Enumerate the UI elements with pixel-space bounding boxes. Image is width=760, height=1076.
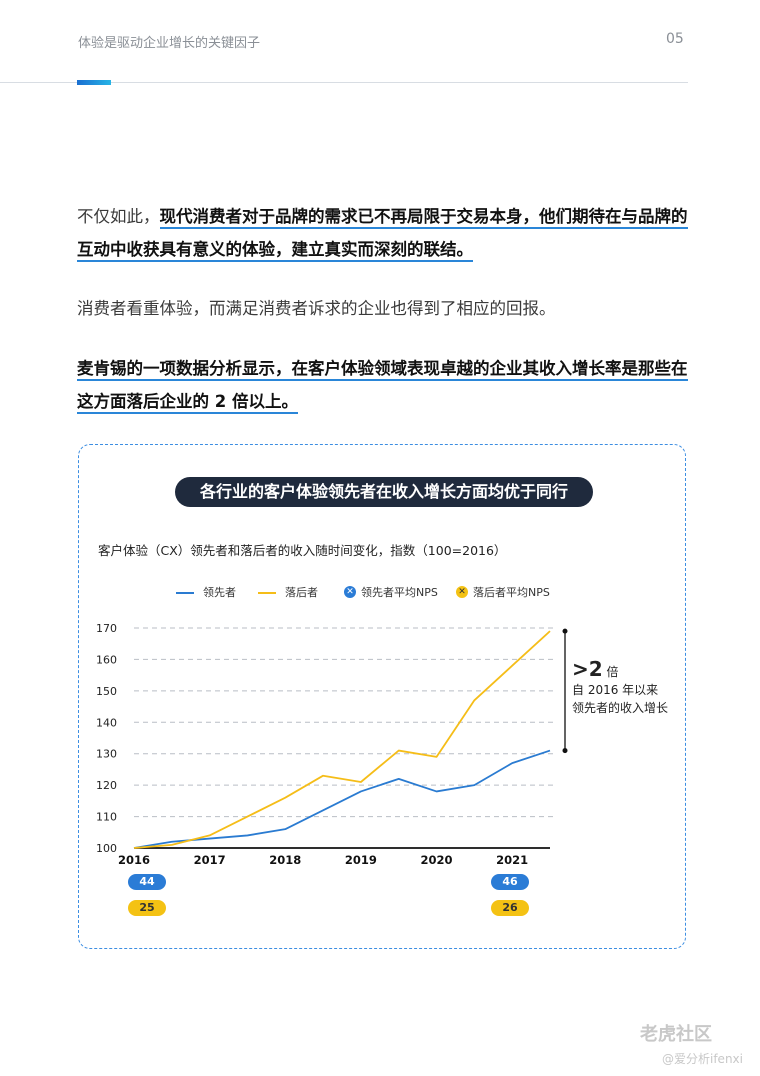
legend-leader-swatch xyxy=(176,592,194,594)
chart-subtitle: 客户体验（CX）领先者和落后者的收入随时间变化，指数（100=2016） xyxy=(98,543,507,558)
legend-leader: 领先者 xyxy=(176,584,236,600)
y-tick-label: 160 xyxy=(96,653,117,666)
paragraph-2: 消费者看重体验，而满足消费者诉求的企业也得到了相应的回报。 xyxy=(77,299,556,318)
y-tick-label: 170 xyxy=(96,622,117,635)
legend-leader-nps: ✕ 领先者平均NPS xyxy=(344,584,438,600)
growth-note-line-1: 自 2016 年以来 xyxy=(572,683,659,697)
y-tick-label: 120 xyxy=(96,779,117,792)
header-accent-bar xyxy=(77,80,111,85)
leader-nps-2016: 44 xyxy=(128,874,166,890)
chart-card xyxy=(78,444,686,949)
legend-laggard-nps: ✕ 落后者平均NPS xyxy=(456,584,550,600)
legend-laggard-label: 落后者 xyxy=(285,586,318,599)
paragraph-1: 不仅如此，现代消费者对于品牌的需求已不再局限于交易本身，他们期待在与品牌的互动中… xyxy=(77,200,692,266)
x-tick-label: 2020 xyxy=(421,853,453,867)
x-tick-label: 2016 xyxy=(118,853,150,867)
laggard-nps-2021: 26 xyxy=(491,900,529,916)
x-tick-label: 2017 xyxy=(194,853,226,867)
laggard-nps-icon: ✕ xyxy=(456,586,468,598)
growth-note-multiple: >2 xyxy=(572,657,603,681)
y-tick-label: 140 xyxy=(96,716,117,729)
watermark-logo-text: 老虎社区 xyxy=(640,1024,712,1045)
growth-note-unit: 倍 xyxy=(606,665,619,679)
chart-title-pill: 各行业的客户体验领先者在收入增长方面均优于同行 xyxy=(175,477,593,507)
paragraph-1-lead: 不仅如此， xyxy=(77,207,160,226)
header-title: 体验是驱动企业增长的关键因子 xyxy=(78,36,261,51)
growth-note-line-2: 领先者的收入增长 xyxy=(572,701,669,715)
x-tick-label: 2021 xyxy=(496,853,528,867)
leader-nps-2021: 46 xyxy=(491,874,529,890)
legend-laggard-nps-label: 落后者平均NPS xyxy=(473,586,550,599)
y-tick-label: 150 xyxy=(96,685,117,698)
watermark-handle: @爱分析ifenxi xyxy=(662,1052,743,1066)
legend-leader-nps-label: 领先者平均NPS xyxy=(361,586,438,599)
legend-laggard: 落后者 xyxy=(258,584,318,600)
growth-bracket-top-dot xyxy=(562,628,568,634)
legend-leader-label: 领先者 xyxy=(203,586,236,599)
legend-laggard-swatch xyxy=(258,592,276,594)
leader-series-line xyxy=(133,749,551,849)
x-tick-label: 2019 xyxy=(345,853,377,867)
laggard-nps-2016: 25 xyxy=(128,900,166,916)
y-tick-label: 100 xyxy=(96,842,117,855)
paragraph-3-highlight: 麦肯锡的一项数据分析显示，在客户体验领域表现卓越的企业其收入增长率是那些在这方面… xyxy=(77,359,688,414)
y-tick-label: 130 xyxy=(96,748,117,761)
y-tick-label: 110 xyxy=(96,811,117,824)
page-number: 05 xyxy=(666,31,684,47)
header-divider xyxy=(0,82,688,83)
x-tick-label: 2018 xyxy=(269,853,301,867)
paragraph-3: 麦肯锡的一项数据分析显示，在客户体验领域表现卓越的企业其收入增长率是那些在这方面… xyxy=(77,352,692,418)
paragraph-1-highlight: 现代消费者对于品牌的需求已不再局限于交易本身，他们期待在与品牌的互动中收获具有意… xyxy=(77,207,688,262)
growth-note: >2 倍 自 2016 年以来 领先者的收入增长 xyxy=(572,657,669,717)
growth-bracket-bottom-dot xyxy=(562,748,568,754)
leader-nps-icon: ✕ xyxy=(344,586,356,598)
laggard-series-line xyxy=(133,630,551,849)
